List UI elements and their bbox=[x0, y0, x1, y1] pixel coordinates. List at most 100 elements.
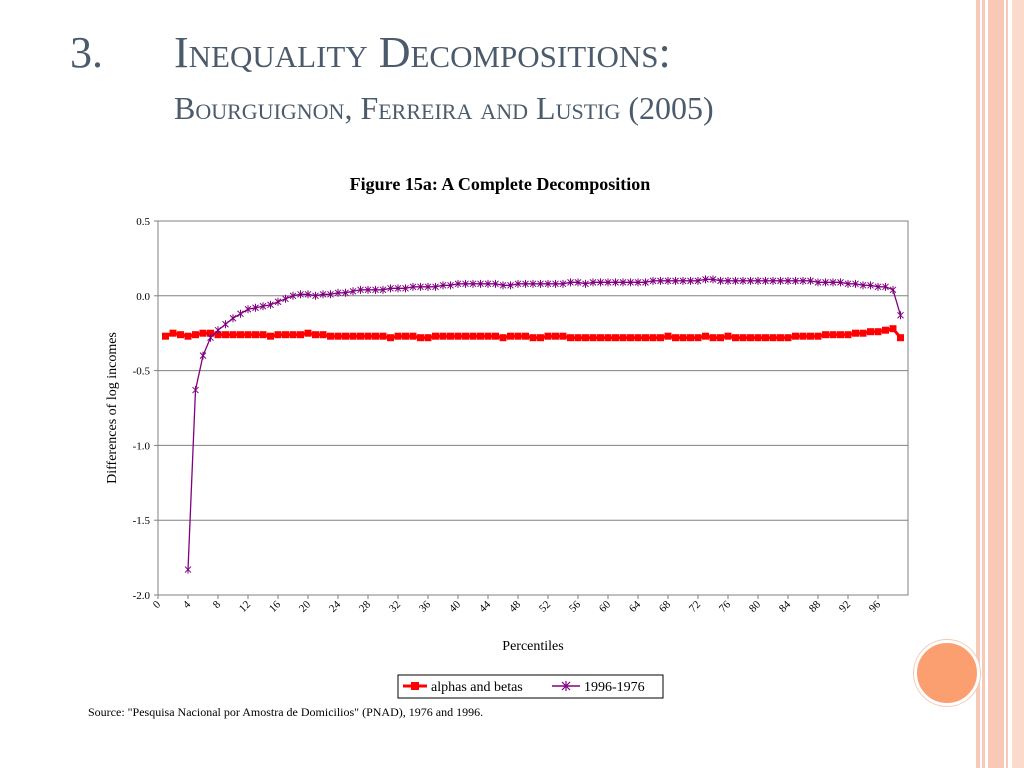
slide-subtitle: Bourguignon, Ferreira and Lustig (2005) bbox=[174, 90, 714, 126]
point-alphas bbox=[889, 325, 897, 333]
point-diff bbox=[552, 279, 559, 288]
point-diff bbox=[409, 282, 417, 291]
point-diff bbox=[777, 276, 784, 285]
point-alphas bbox=[844, 331, 852, 339]
source-note: Source: "Pesquisa Nacional por Amostra d… bbox=[88, 705, 484, 719]
point-alphas bbox=[439, 332, 447, 340]
point-diff bbox=[537, 279, 544, 288]
x-tick-label: 76 bbox=[717, 598, 734, 615]
point-alphas bbox=[177, 331, 184, 339]
point-diff bbox=[199, 351, 207, 360]
stripe bbox=[1006, 0, 1008, 768]
point-alphas bbox=[192, 331, 199, 339]
point-diff bbox=[739, 276, 747, 285]
x-tick-label: 60 bbox=[597, 598, 614, 615]
point-alphas bbox=[822, 331, 829, 339]
point-diff bbox=[897, 311, 904, 320]
point-alphas bbox=[267, 332, 274, 340]
point-alphas bbox=[304, 329, 312, 337]
point-alphas bbox=[829, 331, 837, 339]
point-alphas bbox=[447, 332, 454, 340]
point-alphas bbox=[612, 334, 619, 342]
x-tick-label: 84 bbox=[777, 598, 794, 615]
point-alphas bbox=[199, 329, 207, 337]
point-diff bbox=[852, 279, 859, 288]
legend-label-diff: 1996-1976 bbox=[584, 680, 645, 695]
point-alphas bbox=[184, 332, 192, 340]
point-alphas bbox=[634, 334, 642, 342]
point-alphas bbox=[484, 332, 492, 340]
point-diff bbox=[619, 278, 627, 287]
slide-title: 3. Inequality Decompositions: bbox=[70, 28, 671, 77]
point-diff bbox=[717, 276, 724, 285]
point-diff bbox=[709, 275, 717, 284]
point-diff bbox=[762, 276, 769, 285]
legend-marker-alphas bbox=[411, 682, 419, 690]
x-tick-label: 88 bbox=[807, 598, 824, 615]
point-alphas bbox=[672, 334, 679, 342]
point-alphas bbox=[619, 334, 627, 342]
point-diff bbox=[627, 278, 634, 287]
point-alphas bbox=[469, 332, 477, 340]
point-alphas bbox=[327, 332, 334, 340]
point-diff bbox=[679, 276, 687, 285]
point-diff bbox=[454, 279, 462, 288]
point-alphas bbox=[874, 328, 882, 336]
point-diff bbox=[364, 285, 372, 294]
point-diff bbox=[229, 314, 237, 323]
x-tick-label: 72 bbox=[687, 599, 703, 615]
x-tick-label: 48 bbox=[507, 598, 524, 615]
point-alphas bbox=[664, 332, 672, 340]
point-alphas bbox=[859, 329, 867, 337]
point-diff bbox=[192, 386, 199, 395]
point-alphas bbox=[402, 332, 409, 340]
point-diff bbox=[867, 281, 874, 290]
point-alphas bbox=[492, 332, 499, 340]
point-alphas bbox=[694, 334, 702, 342]
point-diff bbox=[207, 333, 214, 342]
point-alphas bbox=[229, 331, 237, 339]
point-diff bbox=[807, 276, 814, 285]
x-tick-label: 40 bbox=[447, 598, 464, 615]
point-diff bbox=[844, 279, 852, 288]
point-alphas bbox=[432, 332, 439, 340]
y-tick-label: -1.5 bbox=[133, 515, 151, 527]
x-axis-label: Percentiles bbox=[502, 639, 563, 654]
point-diff bbox=[387, 284, 394, 293]
point-diff bbox=[342, 288, 349, 297]
point-diff bbox=[612, 278, 619, 287]
point-alphas bbox=[372, 332, 379, 340]
point-diff bbox=[289, 291, 297, 300]
x-axis: 0 4 8 12 16 20 24 28 32 36 40 44 48 52 56 60 64 68 72 76 80 8… bbox=[151, 595, 883, 615]
slide-number: 3. bbox=[70, 28, 103, 77]
y-tick-label: 0.5 bbox=[136, 216, 150, 228]
point-diff bbox=[349, 287, 357, 296]
point-diff bbox=[439, 281, 447, 290]
point-alphas bbox=[424, 334, 432, 342]
point-alphas bbox=[574, 334, 582, 342]
point-alphas bbox=[837, 331, 844, 339]
point-diff bbox=[424, 282, 432, 291]
point-alphas bbox=[777, 334, 784, 342]
point-alphas bbox=[769, 334, 777, 342]
x-tick-label: 92 bbox=[837, 599, 853, 615]
point-diff bbox=[447, 281, 454, 290]
point-diff bbox=[237, 309, 244, 318]
point-diff bbox=[769, 276, 777, 285]
point-alphas bbox=[627, 334, 634, 342]
point-alphas bbox=[222, 331, 229, 339]
point-alphas bbox=[814, 332, 822, 340]
point-alphas bbox=[702, 332, 709, 340]
point-alphas bbox=[784, 334, 792, 342]
point-diff bbox=[184, 565, 192, 574]
point-diff bbox=[372, 285, 379, 294]
point-diff bbox=[642, 278, 649, 287]
x-tick-label: 28 bbox=[357, 598, 374, 615]
point-diff bbox=[604, 278, 612, 287]
point-alphas bbox=[499, 334, 507, 342]
point-alphas bbox=[214, 331, 222, 339]
point-diff bbox=[529, 279, 537, 288]
point-alphas bbox=[454, 332, 462, 340]
point-diff bbox=[259, 302, 267, 311]
point-alphas bbox=[724, 332, 732, 340]
